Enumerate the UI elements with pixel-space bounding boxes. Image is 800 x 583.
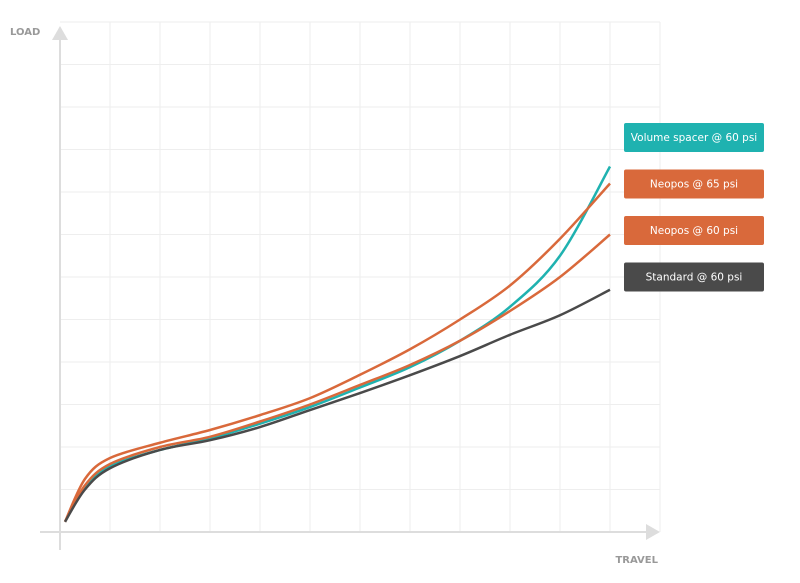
legend-label: Neopos @ 65 psi xyxy=(650,179,738,191)
series-line xyxy=(63,233,611,523)
legend-label: Neopos @ 60 psi xyxy=(650,225,738,237)
x-axis-label: TRAVEL xyxy=(615,555,658,566)
grid xyxy=(60,21,661,532)
legend-label: Standard @ 60 psi xyxy=(646,272,743,284)
x-axis-arrow xyxy=(646,524,660,540)
y-axis-arrow xyxy=(52,26,68,40)
legend-swatch xyxy=(624,216,764,245)
series-line xyxy=(63,288,611,523)
legend-swatch xyxy=(624,169,764,199)
legend-label: Volume spacer @ 60 psi xyxy=(631,132,757,144)
legend-swatch xyxy=(624,123,764,152)
legend-swatch xyxy=(624,262,764,292)
y-axis-label: LOAD xyxy=(10,27,40,38)
series-line xyxy=(63,182,611,523)
series-line xyxy=(63,165,612,523)
